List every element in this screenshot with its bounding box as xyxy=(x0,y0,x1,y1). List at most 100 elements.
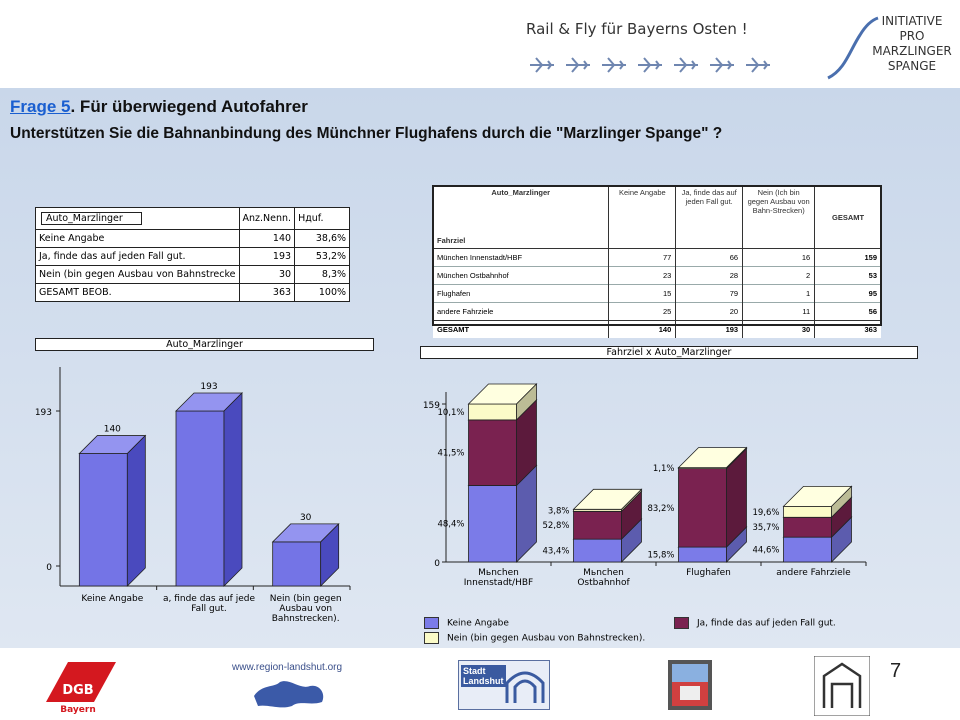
question-text: Unterstützen Sie die Bahnanbindung des M… xyxy=(10,125,723,142)
data-label: 193 xyxy=(200,382,217,392)
x-tick-label: Nein (bin gegen Ausbau von Bahnstrecken). xyxy=(270,594,342,624)
stack-segment-side xyxy=(621,488,642,513)
table-cell: 30 xyxy=(742,320,815,338)
chart1-title: Auto_Marzlinger xyxy=(35,338,374,351)
slogan: Rail & Fly für Bayerns Osten ! xyxy=(526,20,748,38)
table-cell: 30 xyxy=(238,265,296,284)
plane-icons xyxy=(530,57,770,73)
table-cell: 2 xyxy=(742,266,815,285)
table-row: Flughafen 15 79 1 95 xyxy=(433,284,881,303)
y-tick-label: 0 xyxy=(46,563,52,573)
table-header: Auto_Marzlinger Fahrziel xyxy=(433,186,609,249)
table-cell: 100% xyxy=(294,283,351,302)
pct-label: 48,4% xyxy=(437,520,464,530)
table-header: Auto_Marzlinger xyxy=(35,207,240,230)
pct-label: 3,8% xyxy=(548,506,570,516)
footer: DGB Bayern www.region-landshut.org Stadt… xyxy=(0,648,960,720)
table-header: Nein (Ich bin gegen Ausbau von Bahn-Stre… xyxy=(742,186,815,249)
legend-item: Nein (bin gegen Ausbau von Bahnstrecken)… xyxy=(424,632,645,644)
x-tick-label: Mьnchen Innenstadt/HBF xyxy=(464,568,533,588)
table-cell: andere Fahrziele xyxy=(433,302,609,321)
plane-icon xyxy=(638,57,662,73)
legend-swatch xyxy=(424,617,439,629)
bar-front xyxy=(272,541,322,587)
pct-label: 41,5% xyxy=(437,449,464,459)
table-cell: 363 xyxy=(238,283,296,302)
rail-curve-icon xyxy=(827,16,879,80)
stack-segment-side xyxy=(516,383,537,421)
table-header: Keine Angabe xyxy=(608,186,676,249)
plane-icon xyxy=(746,57,770,73)
bar-side xyxy=(320,522,340,587)
data-label: 30 xyxy=(300,513,312,523)
stack-segment-front xyxy=(678,468,727,548)
stamp-line: PRO xyxy=(899,29,925,43)
question-link[interactable]: Frage 5 xyxy=(10,97,71,116)
y-tick-label: 193 xyxy=(35,408,52,418)
table-cell: Nein (bin gegen Ausbau von Bahnstrecke xyxy=(35,265,240,284)
stadt-logo-line: Stadt xyxy=(463,666,486,676)
table-header: Ja, finde das auf jeden Fall gut. xyxy=(675,186,743,249)
plane-icon xyxy=(602,57,626,73)
table-header: GESAMT xyxy=(814,186,881,249)
legend-swatch xyxy=(424,632,439,644)
cross-row-header: Fahrziel xyxy=(437,236,466,245)
gate-icon xyxy=(505,671,545,703)
table-row: andere Fahrziele 25 20 11 56 xyxy=(433,302,881,321)
data-label: 140 xyxy=(104,425,121,435)
table-header-row: Auto_Marzlinger Fahrziel Keine Angabe Ja… xyxy=(433,186,881,249)
pct-label: 52,8% xyxy=(542,521,569,531)
bar-front xyxy=(78,453,128,587)
table-header-label: Auto_Marzlinger xyxy=(41,212,142,225)
stack-segment-side xyxy=(831,485,852,519)
plane-icon xyxy=(530,57,554,73)
legend-label: Nein (bin gegen Ausbau von Bahnstrecken)… xyxy=(447,633,646,644)
table-header: Anz.Nenn. xyxy=(238,207,296,230)
university-logo xyxy=(814,656,870,716)
table-row: Ja, finde das auf jeden Fall gut. 193 53… xyxy=(35,247,351,266)
table-cell: 8,3% xyxy=(294,265,351,284)
stack-segment-front xyxy=(468,419,517,486)
bar-front xyxy=(175,410,225,587)
table-cell: 38,6% xyxy=(294,229,351,248)
table-row: Keine Angabe 140 38,6% xyxy=(35,229,351,248)
frequency-table: Auto_Marzlinger Anz.Nenn. Hдuf. Keine An… xyxy=(35,207,351,302)
plane-icon xyxy=(710,57,734,73)
stack-segment-front xyxy=(573,538,622,563)
table-header: Hдuf. xyxy=(294,207,351,230)
stack-segment-front xyxy=(783,516,832,538)
stack-segment-front xyxy=(783,536,832,563)
stack-segment-side xyxy=(726,446,747,470)
table-cell: München Innenstadt/HBF xyxy=(437,253,523,262)
table-cell: 363 xyxy=(814,320,881,338)
initiative-stamp: INITIATIVE PRO MARZLINGER SPANGE xyxy=(872,14,952,74)
table-row: Nein (bin gegen Ausbau von Bahnstrecke 3… xyxy=(35,265,351,284)
plane-icon xyxy=(566,57,590,73)
x-tick-label: Keine Angabe xyxy=(81,594,143,604)
legend-item: Keine Angabe xyxy=(424,617,509,629)
table-cell: 56 xyxy=(814,302,881,321)
stadt-logo-line: Landshut xyxy=(463,676,504,686)
legend-label: Keine Angabe xyxy=(447,618,509,629)
table-row: GESAMT BEOB. 363 100% xyxy=(35,283,351,302)
table-cell: 140 xyxy=(238,229,296,248)
table-cell: 15 xyxy=(608,284,676,303)
x-tick-label: Mьnchen Ostbahnhof xyxy=(577,568,630,588)
chart2-title-text: Fahrziel x Auto_Marzlinger xyxy=(606,347,732,358)
table-row: München Ostbahnhof 23 28 2 53 xyxy=(433,266,881,285)
table-cell: Ja, finde das auf jeden Fall gut. xyxy=(35,247,240,266)
chart2-title: Fahrziel x Auto_Marzlinger xyxy=(420,346,918,359)
pct-label: 35,7% xyxy=(752,523,779,533)
stamp-line: MARZLINGER xyxy=(872,44,952,58)
table-cell: 1 xyxy=(742,284,815,303)
stack-segment-front xyxy=(468,485,517,563)
table-cell: Keine Angabe xyxy=(35,229,240,248)
footer-url[interactable]: www.region-landshut.org xyxy=(232,662,343,673)
dgb-logo-text: DGB xyxy=(62,683,93,698)
x-tick-label: Flughafen xyxy=(686,568,731,578)
x-tick-label: andere Fahrziele xyxy=(776,568,851,578)
stamp-line: SPANGE xyxy=(887,59,937,73)
question-title: Frage 5. Für überwiegend Autofahrer xyxy=(10,97,308,117)
stack-segment-front xyxy=(468,403,517,421)
table-cell: 79 xyxy=(675,284,743,303)
